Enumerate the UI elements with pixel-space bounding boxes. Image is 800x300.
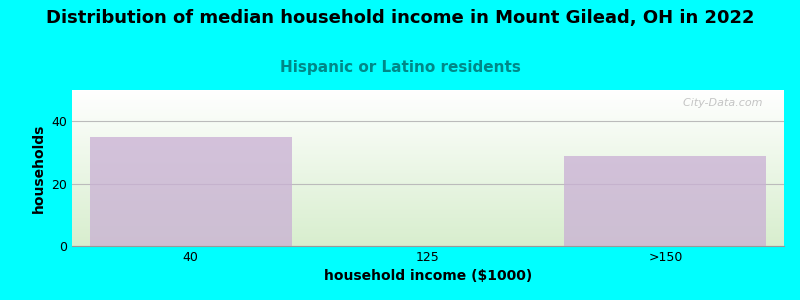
- X-axis label: household income ($1000): household income ($1000): [324, 269, 532, 284]
- Bar: [90, 137, 291, 246]
- Text: Distribution of median household income in Mount Gilead, OH in 2022: Distribution of median household income …: [46, 9, 754, 27]
- Y-axis label: households: households: [32, 123, 46, 213]
- Bar: [565, 155, 766, 246]
- Text: Hispanic or Latino residents: Hispanic or Latino residents: [279, 60, 521, 75]
- Text: City-Data.com: City-Data.com: [676, 98, 762, 108]
